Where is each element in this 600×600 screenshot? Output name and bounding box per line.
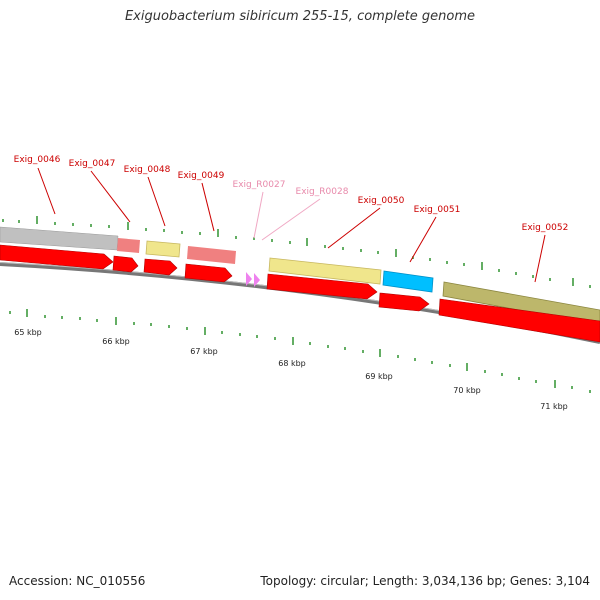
gene-label[interactable]: Exig_0049 [178,171,225,181]
gene-label[interactable]: Exig_0048 [124,165,171,175]
accession-text: Accession: NC_010556 [9,574,146,588]
cds-arrow[interactable] [184,263,233,283]
scale-label: 65 kbp [14,328,42,337]
cds-arrow[interactable] [143,258,178,276]
scale-label: 70 kbp [453,386,481,395]
label-leaders [37,167,546,283]
gene-label[interactable]: Exig_0052 [522,223,569,233]
cds-arrow[interactable] [438,298,600,343]
feature-yellow-0050[interactable] [268,257,382,285]
cds-arrow[interactable] [266,273,378,300]
scale-label: 68 kbp [278,359,306,368]
gene-label[interactable]: Exig_0051 [414,205,461,215]
upper-tick-row [2,216,591,288]
scale-label: 71 kbp [540,402,568,411]
rna-arrow[interactable] [246,272,252,286]
scale-label: 66 kbp [102,337,130,346]
genome-summary-text: Topology: circular; Length: 3,034,136 bp… [260,574,590,588]
rna-label[interactable]: Exig_R0027 [233,180,286,190]
cds-arrow[interactable] [378,292,430,312]
lower-tick-row [9,309,591,393]
feature-olive-0052[interactable] [442,281,600,326]
cds-arrow[interactable] [112,255,139,273]
feature-blue-0051[interactable] [382,270,434,293]
cds-arrow[interactable] [0,244,114,270]
gene-label[interactable]: Exig_0046 [14,155,61,165]
feature-yellow-0048[interactable] [145,240,181,258]
feature-pink-0047[interactable] [117,238,140,253]
scale-label: 69 kbp [365,372,393,381]
gene-label[interactable]: Exig_0050 [358,196,405,206]
map-title: Exiguobacterium sibiricum 255-15, comple… [124,9,476,24]
feature-pink-0049[interactable] [187,246,236,264]
scale-label: 67 kbp [190,347,218,356]
gene-label[interactable]: Exig_0047 [69,159,116,169]
feature-gray[interactable] [0,226,119,251]
rna-label[interactable]: Exig_R0028 [296,187,349,197]
rna-arrow[interactable] [254,273,260,287]
